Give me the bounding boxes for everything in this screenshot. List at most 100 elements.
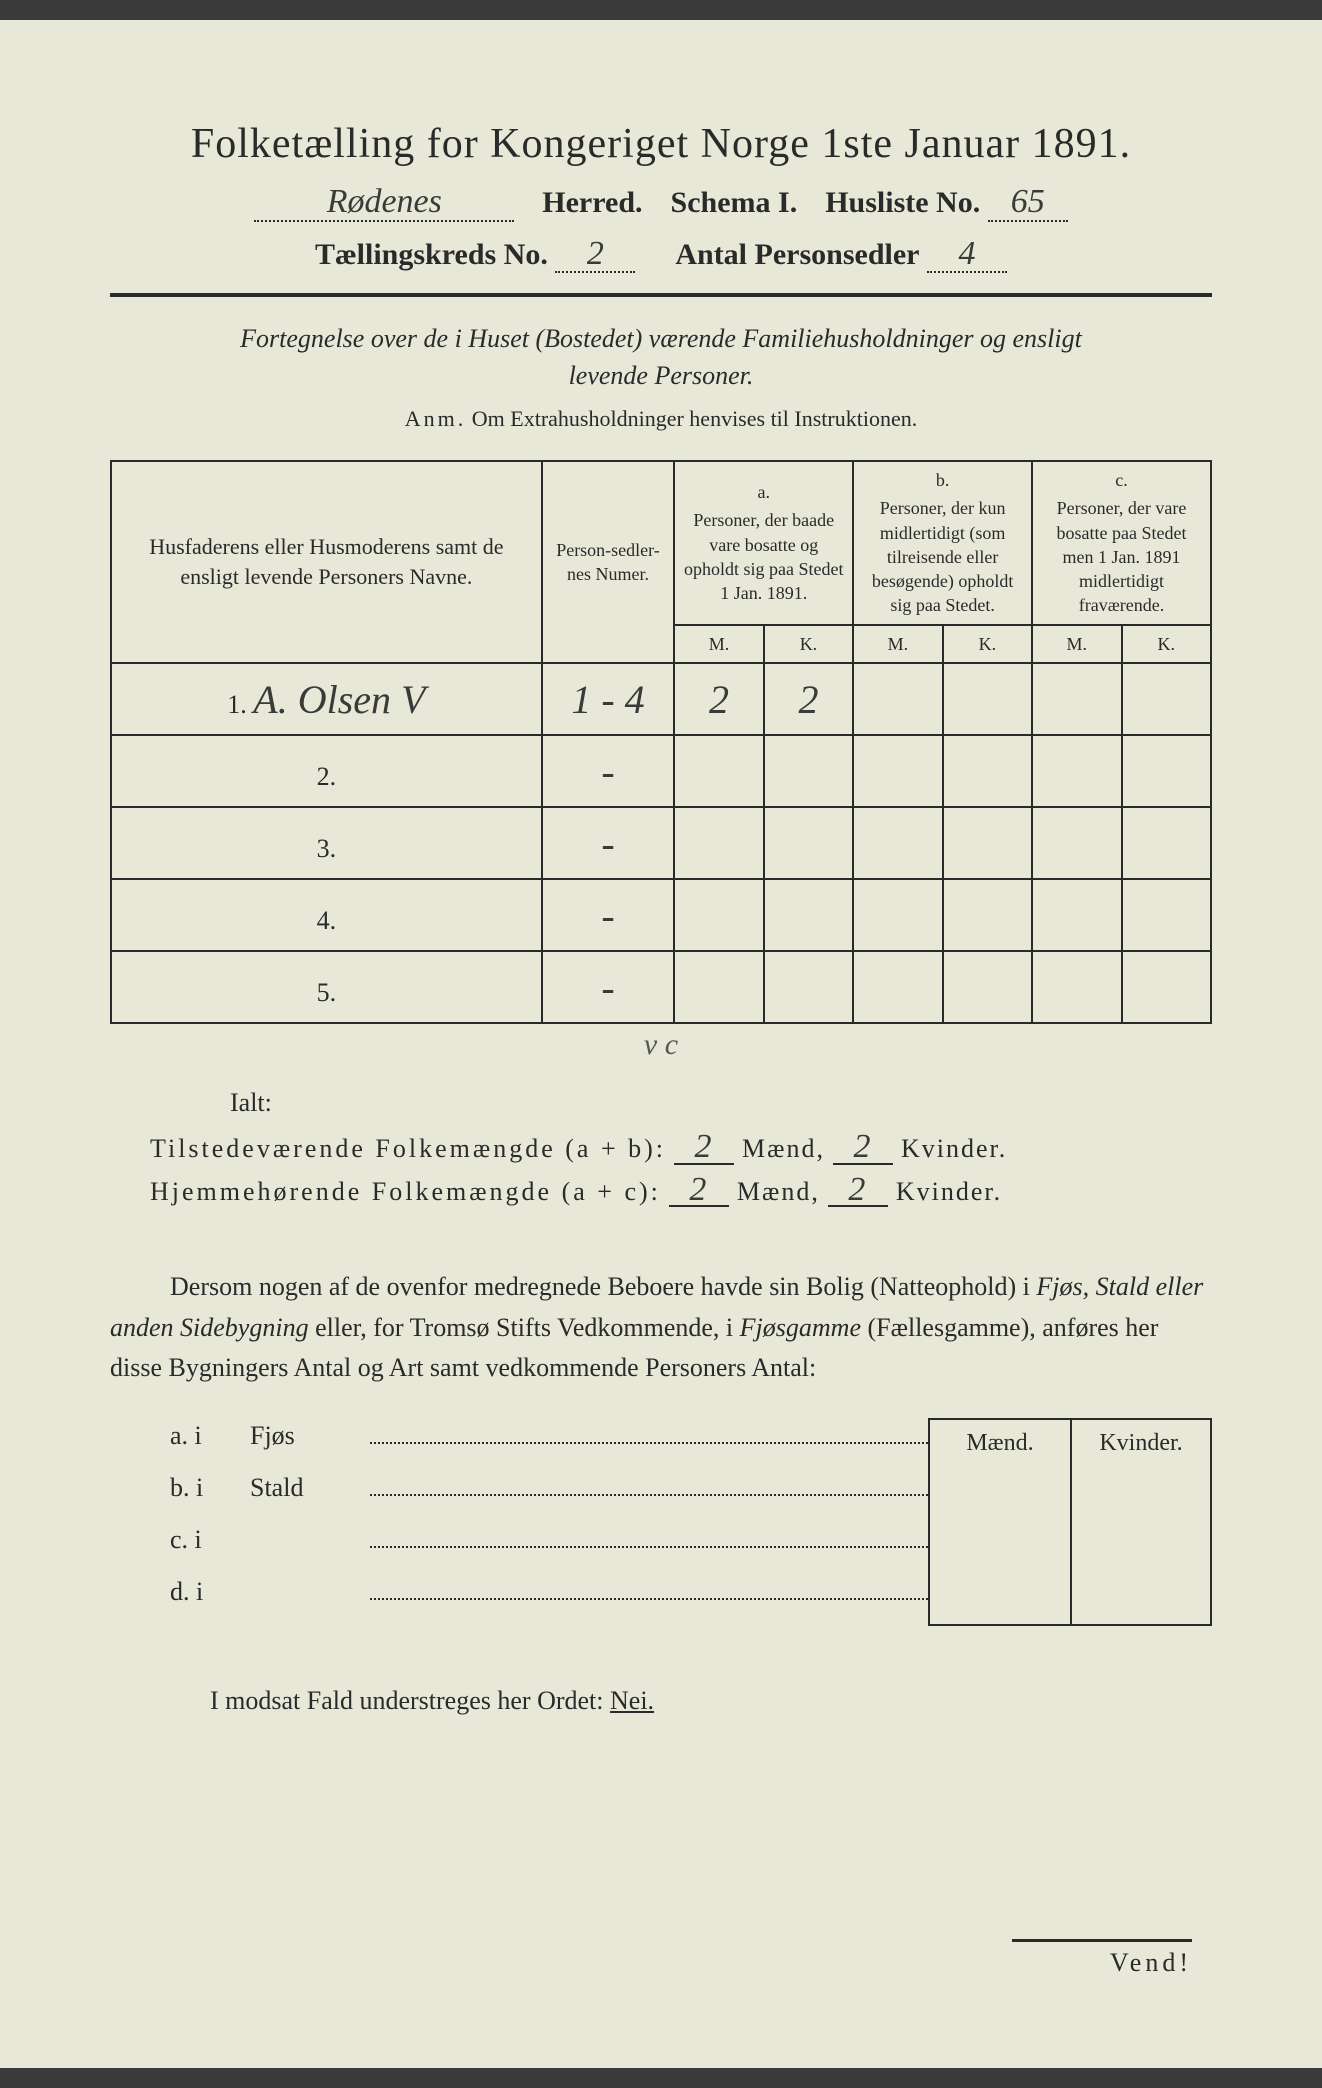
side-col-m: Mænd. bbox=[930, 1420, 1070, 1624]
dots bbox=[370, 1470, 928, 1496]
table-cell: 2 bbox=[674, 663, 763, 735]
th-b-m: M. bbox=[853, 625, 942, 663]
table-cell: 5. bbox=[111, 951, 542, 1023]
table-cell: - bbox=[542, 807, 675, 879]
table-cell: - bbox=[542, 951, 675, 1023]
table-cell bbox=[943, 807, 1032, 879]
table-cell bbox=[853, 663, 942, 735]
table-cell bbox=[853, 807, 942, 879]
th-a-k: K. bbox=[764, 625, 853, 663]
table-cell bbox=[1032, 735, 1121, 807]
table-cell bbox=[1122, 879, 1211, 951]
sum2-m: 2 bbox=[669, 1175, 729, 1208]
sum2-label: Hjemmehørende Folkemængde (a + c): bbox=[150, 1177, 661, 1207]
kreds-label: Tællingskreds No. bbox=[315, 238, 548, 271]
side-cat: Fjøs bbox=[250, 1421, 370, 1451]
side-table: a. iFjøsb. iStaldc. id. i Mænd. Kvinder. bbox=[170, 1418, 1212, 1626]
table-cell bbox=[1122, 807, 1211, 879]
side-left: a. iFjøsb. iStaldc. id. i bbox=[170, 1418, 928, 1626]
table-cell bbox=[1032, 879, 1121, 951]
sum-line-2: Hjemmehørende Folkemængde (a + c): 2 Mæn… bbox=[150, 1175, 1212, 1208]
th-b: b. Personer, der kun midlertidigt (som t… bbox=[853, 461, 1032, 625]
document-page: Folketælling for Kongeriget Norge 1ste J… bbox=[0, 20, 1322, 2068]
table-cell bbox=[1122, 663, 1211, 735]
husliste-label: Husliste No. bbox=[825, 186, 980, 219]
table-cell bbox=[764, 951, 853, 1023]
ialt-label: Ialt: bbox=[230, 1088, 1212, 1118]
side-cat: Stald bbox=[250, 1473, 370, 1503]
table-cell bbox=[1032, 951, 1121, 1023]
sum1-m: 2 bbox=[674, 1132, 734, 1165]
anm-text: Om Extrahusholdninger henvises til Instr… bbox=[472, 406, 917, 431]
th-c-m: M. bbox=[1032, 625, 1121, 663]
table-cell: 1 - 4 bbox=[542, 663, 675, 735]
anm-label: Anm. bbox=[405, 406, 467, 431]
description: Fortegnelse over de i Huset (Bostedet) v… bbox=[110, 321, 1212, 394]
para-p2: eller, for Tromsø Stifts Vedkommende, i bbox=[309, 1313, 740, 1342]
sum-line-1: Tilstedeværende Folkemængde (a + b): 2 M… bbox=[150, 1132, 1212, 1165]
table-cell bbox=[853, 951, 942, 1023]
desc-line1: Fortegnelse over de i Huset (Bostedet) v… bbox=[240, 324, 1082, 353]
herred-value: Rødenes bbox=[254, 187, 514, 222]
paragraph: Dersom nogen af de ovenfor medregnede Be… bbox=[110, 1267, 1212, 1388]
side-hd-m: Mænd. bbox=[930, 1420, 1070, 1467]
table-cell bbox=[853, 879, 942, 951]
sum1-k: 2 bbox=[833, 1132, 893, 1165]
table-cell bbox=[674, 879, 763, 951]
th-b-k: K. bbox=[943, 625, 1032, 663]
table-cell bbox=[1122, 951, 1211, 1023]
sum2-kvinder: Kvinder. bbox=[896, 1177, 1002, 1207]
table-cell: 4. bbox=[111, 879, 542, 951]
sum1-kvinder: Kvinder. bbox=[901, 1134, 1007, 1164]
table-cell bbox=[764, 879, 853, 951]
footer-line: I modsat Fald understreges her Ordet: Ne… bbox=[210, 1686, 1212, 1716]
side-row: c. i bbox=[170, 1522, 928, 1574]
table-cell: - bbox=[542, 735, 675, 807]
sum2-maend: Mænd, bbox=[737, 1177, 820, 1207]
table-cell: 1. A. Olsen V bbox=[111, 663, 542, 735]
side-lab: a. i bbox=[170, 1421, 250, 1451]
antal-value: 4 bbox=[927, 239, 1007, 274]
side-row: d. i bbox=[170, 1574, 928, 1626]
side-row: a. iFjøs bbox=[170, 1418, 928, 1470]
dots bbox=[370, 1418, 928, 1444]
table-row: 5. - bbox=[111, 951, 1211, 1023]
dots bbox=[370, 1522, 928, 1548]
vend-label: Vend! bbox=[1012, 1939, 1192, 1978]
table-cell bbox=[943, 663, 1032, 735]
table-row: 4. - bbox=[111, 879, 1211, 951]
sum1-maend: Mænd, bbox=[742, 1134, 825, 1164]
side-lab: d. i bbox=[170, 1577, 250, 1607]
para-p0: Dersom nogen af de ovenfor medregnede Be… bbox=[170, 1272, 1036, 1301]
kreds-value: 2 bbox=[555, 239, 635, 274]
husliste-value: 65 bbox=[988, 187, 1068, 222]
side-lab: b. i bbox=[170, 1473, 250, 1503]
table-cell bbox=[1032, 663, 1121, 735]
table-row: 3. - bbox=[111, 807, 1211, 879]
table-cell bbox=[943, 951, 1032, 1023]
dots bbox=[370, 1574, 928, 1600]
side-row: b. iStald bbox=[170, 1470, 928, 1522]
footer-pre: I modsat Fald understreges her Ordet: bbox=[210, 1686, 610, 1715]
header-line-3: Tællingskreds No. 2 Antal Personsedler 4 bbox=[110, 238, 1212, 274]
table-cell: 2. bbox=[111, 735, 542, 807]
side-lab: c. i bbox=[170, 1525, 250, 1555]
th-numer: Person-sedler-nes Numer. bbox=[542, 461, 675, 663]
table-cell bbox=[1032, 807, 1121, 879]
table-row: 1. A. Olsen V1 - 422 bbox=[111, 663, 1211, 735]
main-table: Husfaderens eller Husmoderens samt de en… bbox=[110, 460, 1212, 1024]
th-c-k: K. bbox=[1122, 625, 1211, 663]
sum2-k: 2 bbox=[828, 1175, 888, 1208]
footer-nei: Nei. bbox=[610, 1686, 654, 1715]
para-p3: Fjøsgamme bbox=[740, 1313, 861, 1342]
table-row: 2. - bbox=[111, 735, 1211, 807]
side-right: Mænd. Kvinder. bbox=[928, 1418, 1212, 1626]
table-cell bbox=[674, 735, 763, 807]
table-cell bbox=[764, 735, 853, 807]
table-cell bbox=[943, 735, 1032, 807]
table-cell bbox=[853, 735, 942, 807]
th-c: c. Personer, der vare bosatte paa Stedet… bbox=[1032, 461, 1211, 625]
antal-label: Antal Personsedler bbox=[675, 238, 919, 271]
side-hd-k: Kvinder. bbox=[1072, 1420, 1210, 1467]
divider bbox=[110, 293, 1212, 297]
